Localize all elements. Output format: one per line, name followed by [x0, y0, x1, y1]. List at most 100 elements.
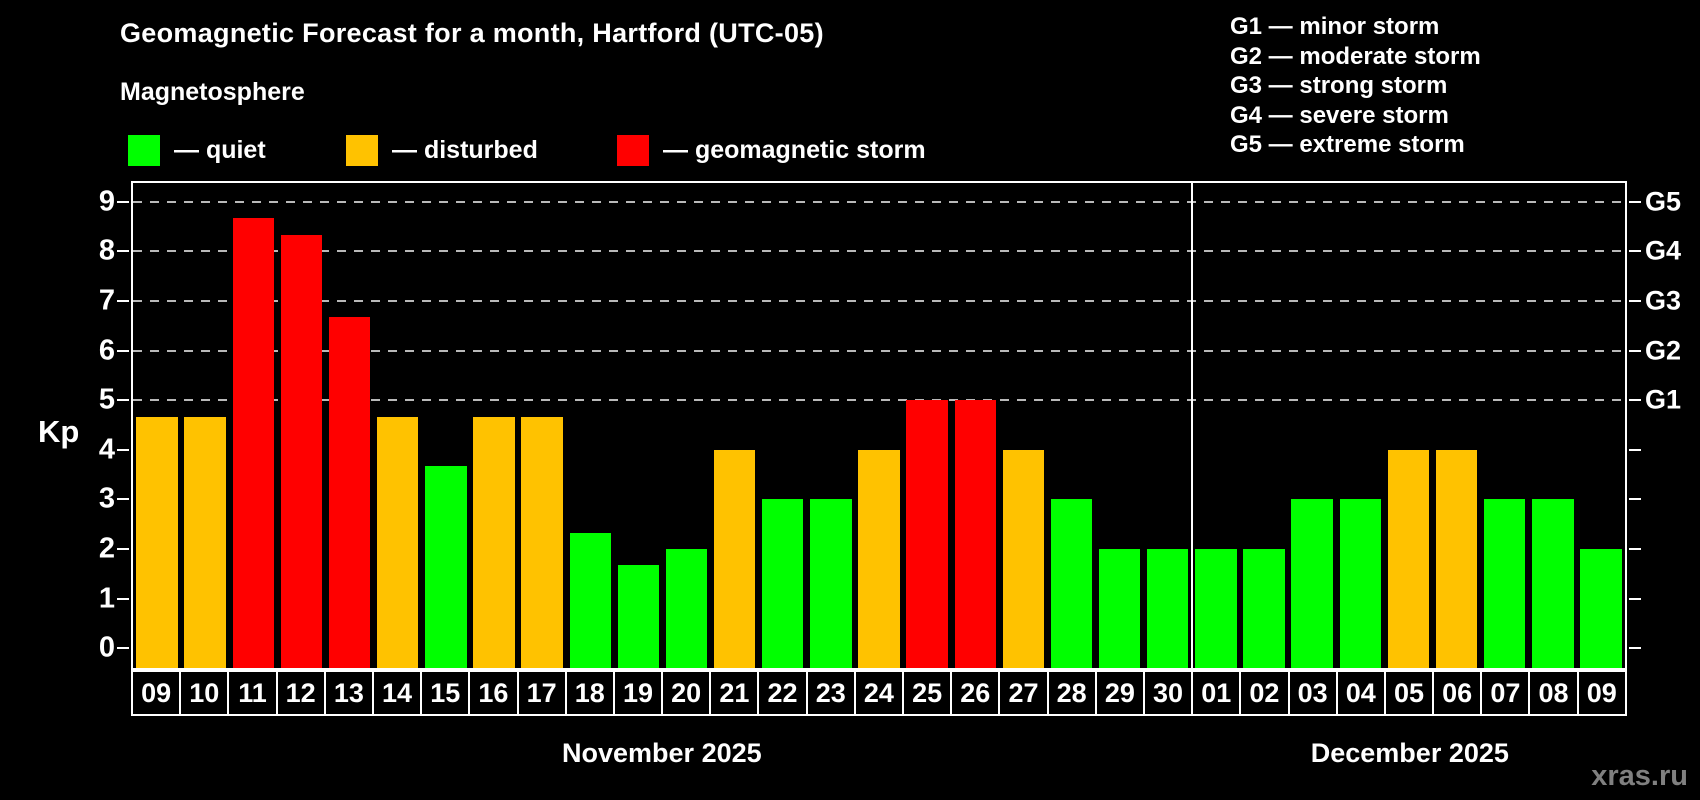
day-label: 10	[179, 670, 230, 716]
day-axis-strip: 09 10 11 12 13 14 15 16 17 18 19 20 21 22 23 24 25 26 27 28…	[131, 670, 1627, 716]
kp-bar-cell	[1047, 183, 1095, 668]
day-label: 06	[1432, 670, 1483, 716]
month-label: November 2025	[562, 738, 762, 768]
y-tick-right	[1629, 399, 1641, 402]
gridline-kp8	[133, 250, 1625, 253]
kp-bar	[425, 466, 467, 668]
kp-bar-cell	[566, 183, 614, 668]
kp-bar-cell	[1240, 183, 1288, 668]
kp-bar	[569, 532, 611, 668]
month-labels-row: November 2025 December 2025	[131, 738, 1627, 774]
kp-bar-cell	[1336, 183, 1384, 668]
kp-bar	[1483, 499, 1526, 668]
kp-bar-cell	[807, 183, 855, 668]
g-axis-label-g4: G4	[1645, 235, 1682, 266]
kp-bar	[906, 400, 948, 668]
kp-bar-cell	[614, 183, 662, 668]
day-label: 24	[853, 670, 904, 716]
day-label: 14	[371, 670, 423, 716]
y-tick-right	[1629, 250, 1641, 253]
gridline-kp7	[133, 300, 1625, 303]
kp-bar-cell	[518, 183, 566, 668]
kp-bar-cell	[326, 183, 374, 668]
day-label: 08	[1528, 670, 1579, 716]
kp-bar	[665, 548, 708, 668]
y-tick-right	[1629, 547, 1641, 550]
day-label: 04	[1335, 670, 1386, 716]
kp-bar-cell	[1192, 183, 1240, 668]
kp-bar	[954, 400, 996, 668]
month-separator-line	[1190, 183, 1193, 668]
y-tick-label: 8	[98, 234, 115, 267]
y-tick-right	[1629, 349, 1641, 352]
y-tick-label: 2	[98, 532, 115, 565]
g-axis-label-g5: G5	[1645, 186, 1682, 217]
legend-item-quiet: — quiet	[128, 132, 266, 168]
kp-bar	[280, 235, 323, 668]
kp-bar	[810, 499, 852, 668]
kp-bar-cell	[1481, 183, 1529, 668]
y-tick-right	[1629, 498, 1641, 501]
day-label: 20	[661, 670, 712, 716]
kp-bar-cell	[229, 183, 277, 668]
y-tick-left	[117, 250, 129, 253]
kp-bar-cell	[181, 183, 229, 668]
plot-frame: 0 1 2 3 4 5 6 7 8 9 G1 G2 G3 G4 G5	[99, 181, 1681, 670]
day-label: 23	[805, 670, 856, 716]
day-label: 15	[420, 670, 471, 716]
y-tick-left	[117, 349, 129, 352]
kp-bar	[1098, 548, 1141, 668]
y-tick-label: 1	[98, 582, 115, 615]
kp-bar-cell	[951, 183, 999, 668]
g-axis-label-g2: G2	[1645, 335, 1682, 366]
legend-label-quiet: — quiet	[174, 135, 266, 164]
day-label: 11	[227, 670, 278, 716]
day-label: 09	[131, 670, 182, 716]
y-tick-left	[117, 200, 129, 203]
y-tick-label: 9	[98, 185, 115, 218]
gridline-kp6	[133, 349, 1625, 352]
y-tick-left	[117, 647, 129, 650]
watermark: xras.ru	[1591, 760, 1688, 792]
y-tick-right	[1629, 647, 1641, 650]
kp-bar	[713, 449, 756, 668]
quiet-swatch-icon	[128, 134, 160, 166]
kp-bar	[1387, 449, 1430, 668]
y-tick-label: 6	[98, 334, 115, 367]
kp-bar	[328, 317, 371, 668]
g-axis-label-g1: G1	[1645, 384, 1682, 415]
y-tick-label: 4	[98, 433, 115, 466]
kp-bar	[232, 218, 275, 668]
day-label: 02	[1239, 670, 1290, 716]
y-tick-left	[117, 547, 129, 550]
g1-legend-line: G1 — minor storm	[1230, 13, 1440, 40]
page-title: Geomagnetic Forecast for a month, Hartfo…	[120, 18, 824, 48]
kp-bar-cell	[1144, 183, 1192, 668]
gridline-kp5	[133, 399, 1625, 402]
y-axis-title: Kp	[38, 414, 80, 449]
day-label: 12	[275, 670, 326, 716]
day-label: 17	[516, 670, 567, 716]
day-label: 07	[1480, 670, 1531, 716]
gridline-kp9	[133, 200, 1625, 203]
y-tick-right	[1629, 597, 1641, 600]
kp-bar-cell	[662, 183, 710, 668]
kp-bar	[1147, 548, 1189, 668]
day-label: 03	[1287, 670, 1338, 716]
y-tick-left	[117, 597, 129, 600]
kp-bar-cell	[855, 183, 903, 668]
storm-swatch-icon	[617, 134, 649, 166]
kp-bar-cell	[1577, 183, 1625, 668]
y-tick-left	[117, 448, 129, 451]
day-label: 25	[902, 670, 953, 716]
legend-item-storm: — geomagnetic storm	[617, 132, 926, 168]
day-label: 09	[1576, 670, 1627, 716]
y-tick-label: 7	[98, 284, 115, 317]
kp-bar	[521, 416, 563, 668]
y-tick-left	[117, 300, 129, 303]
kp-bar-cell	[903, 183, 951, 668]
kp-bar-cell	[277, 183, 325, 668]
day-label: 13	[323, 670, 374, 716]
y-tick-label: 3	[98, 482, 115, 515]
